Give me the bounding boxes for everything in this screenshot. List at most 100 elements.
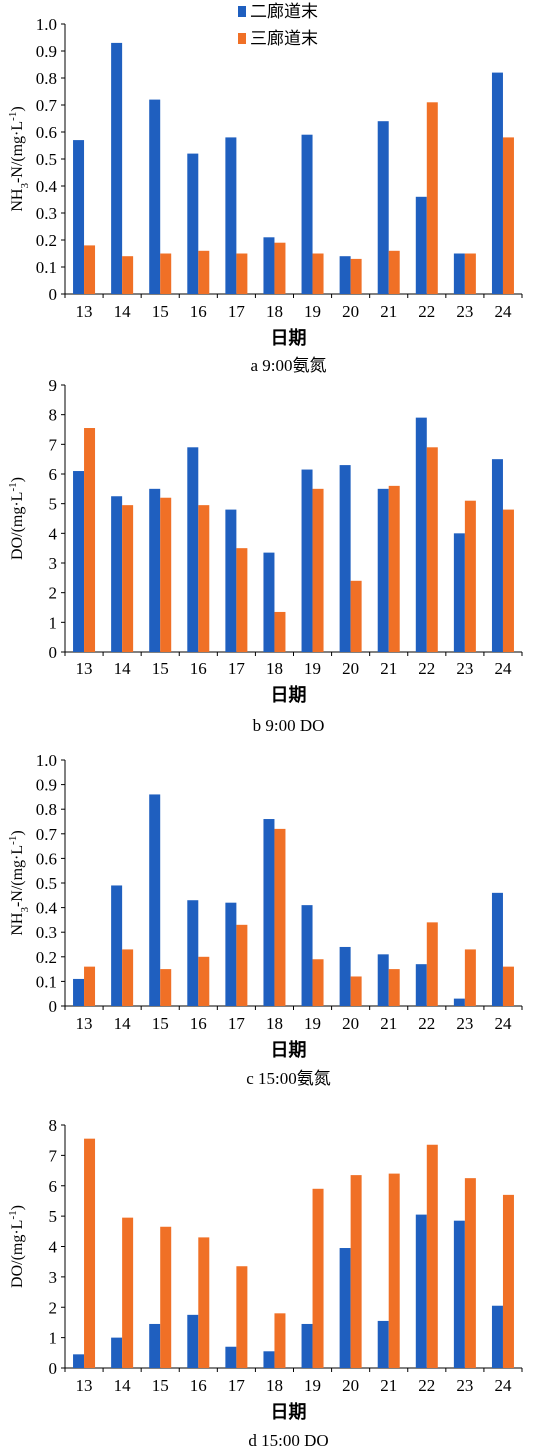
y-tick-label: 1.0 bbox=[36, 15, 57, 34]
bar-series1 bbox=[301, 469, 313, 652]
y-tick-label: 7 bbox=[49, 435, 58, 454]
x-tick-label: 15 bbox=[152, 659, 169, 678]
y-tick-label: 0 bbox=[49, 643, 58, 662]
legend-swatch-series1 bbox=[238, 6, 246, 17]
x-tick-label: 18 bbox=[266, 1014, 283, 1033]
bar-series1 bbox=[111, 42, 123, 295]
bar-series2 bbox=[274, 242, 286, 294]
x-tick-label: 19 bbox=[304, 1376, 321, 1395]
x-tick-label: 16 bbox=[190, 302, 207, 321]
x-tick-label: 24 bbox=[494, 1014, 512, 1033]
x-tick-label: 14 bbox=[114, 302, 132, 321]
y-axis-label: NH3-N/(mg·L-1) bbox=[7, 106, 31, 211]
x-tick-label: 21 bbox=[380, 1014, 397, 1033]
bar-series2 bbox=[502, 1194, 514, 1368]
bar-series1 bbox=[491, 892, 503, 1006]
x-tick-label: 22 bbox=[418, 1014, 435, 1033]
bar-series1 bbox=[149, 488, 161, 652]
bar-series1 bbox=[263, 1351, 275, 1368]
bar-series2 bbox=[198, 505, 210, 652]
bar-series2 bbox=[312, 959, 324, 1006]
bar-series1 bbox=[491, 72, 503, 294]
bar-series2 bbox=[312, 488, 324, 652]
x-tick-label: 17 bbox=[228, 659, 246, 678]
y-tick-label: 0.7 bbox=[36, 96, 58, 115]
x-tick-label: 22 bbox=[418, 302, 435, 321]
bar-series2 bbox=[274, 828, 286, 1006]
bar-series1 bbox=[263, 819, 275, 1006]
bar-series1 bbox=[111, 1337, 123, 1368]
bar-series2 bbox=[350, 976, 362, 1006]
chart-title: b 9:00 DO bbox=[253, 716, 325, 735]
y-tick-label: 0.3 bbox=[36, 923, 57, 942]
bar-series2 bbox=[426, 922, 438, 1006]
y-tick-label: 0.2 bbox=[36, 948, 57, 967]
bar-series1 bbox=[301, 1323, 313, 1368]
bar-series1 bbox=[415, 1214, 427, 1368]
y-axis-label: DO/(mg·L-1) bbox=[7, 477, 26, 560]
y-tick-label: 8 bbox=[49, 406, 58, 425]
bar-series2 bbox=[426, 1144, 438, 1368]
x-tick-label: 13 bbox=[76, 302, 93, 321]
bar-series2 bbox=[160, 1226, 172, 1368]
bar-series2 bbox=[464, 1178, 476, 1368]
y-tick-label: 5 bbox=[49, 495, 58, 514]
x-tick-label: 23 bbox=[456, 659, 473, 678]
x-tick-label: 22 bbox=[418, 659, 435, 678]
x-tick-label: 14 bbox=[114, 1014, 132, 1033]
y-tick-label: 8 bbox=[49, 1116, 58, 1135]
bar-series1 bbox=[187, 900, 199, 1006]
x-tick-label: 23 bbox=[456, 1376, 473, 1395]
bar-series2 bbox=[502, 966, 514, 1006]
chart-title: d 15:00 DO bbox=[248, 1431, 328, 1450]
bar-series1 bbox=[149, 794, 161, 1006]
bar-series1 bbox=[111, 885, 123, 1006]
y-tick-label: 4 bbox=[49, 524, 58, 543]
bar-series1 bbox=[263, 237, 275, 294]
y-tick-label: 0.9 bbox=[36, 42, 57, 61]
y-tick-label: 0 bbox=[49, 997, 58, 1016]
y-tick-label: 2 bbox=[49, 584, 58, 603]
bar-series1 bbox=[187, 447, 199, 652]
legend-swatch-series2 bbox=[238, 33, 246, 44]
bar-series2 bbox=[502, 137, 514, 294]
bar-series1 bbox=[453, 533, 465, 652]
bar-series2 bbox=[122, 256, 134, 294]
x-tick-label: 18 bbox=[266, 302, 283, 321]
y-tick-label: 0.2 bbox=[36, 231, 57, 250]
bar-series1 bbox=[377, 488, 389, 652]
bar-series2 bbox=[502, 509, 514, 652]
y-tick-label: 0.3 bbox=[36, 204, 57, 223]
bar-series2 bbox=[198, 250, 210, 294]
x-tick-label: 24 bbox=[494, 302, 512, 321]
bar-series1 bbox=[415, 196, 427, 294]
legend: 二廊道末 三廊道末 bbox=[238, 2, 318, 48]
x-tick-label: 15 bbox=[152, 1014, 169, 1033]
bar-series2 bbox=[388, 485, 400, 652]
x-tick-label: 24 bbox=[494, 659, 512, 678]
y-tick-label: 0.4 bbox=[36, 899, 58, 918]
bar-series1 bbox=[73, 140, 85, 294]
y-tick-label: 0 bbox=[49, 285, 58, 304]
bar-series1 bbox=[377, 1320, 389, 1368]
y-axis-label: NH3-N/(mg·L-1) bbox=[7, 830, 31, 935]
x-tick-label: 21 bbox=[380, 1376, 397, 1395]
bar-series1 bbox=[377, 121, 389, 294]
x-axis-label: 日期 bbox=[271, 685, 307, 705]
y-tick-label: 1 bbox=[49, 613, 58, 632]
bar-series1 bbox=[225, 1346, 237, 1368]
x-tick-label: 13 bbox=[76, 659, 93, 678]
bar-series1 bbox=[225, 902, 237, 1006]
x-tick-label: 22 bbox=[418, 1376, 435, 1395]
x-tick-label: 20 bbox=[342, 1014, 359, 1033]
x-tick-label: 21 bbox=[380, 659, 397, 678]
y-tick-label: 0.5 bbox=[36, 150, 57, 169]
bar-series2 bbox=[160, 497, 172, 652]
bar-series1 bbox=[491, 1305, 503, 1368]
x-tick-label: 15 bbox=[152, 302, 169, 321]
bar-series2 bbox=[350, 1175, 362, 1368]
bar-series2 bbox=[198, 956, 210, 1006]
y-tick-label: 9 bbox=[49, 376, 58, 395]
chart-panel-1: 0 0.1 0.2 0.3 0.4 0.5 0.6 0.7 0.8 0.9 1.0 13 14 15 16 1… bbox=[7, 15, 523, 375]
